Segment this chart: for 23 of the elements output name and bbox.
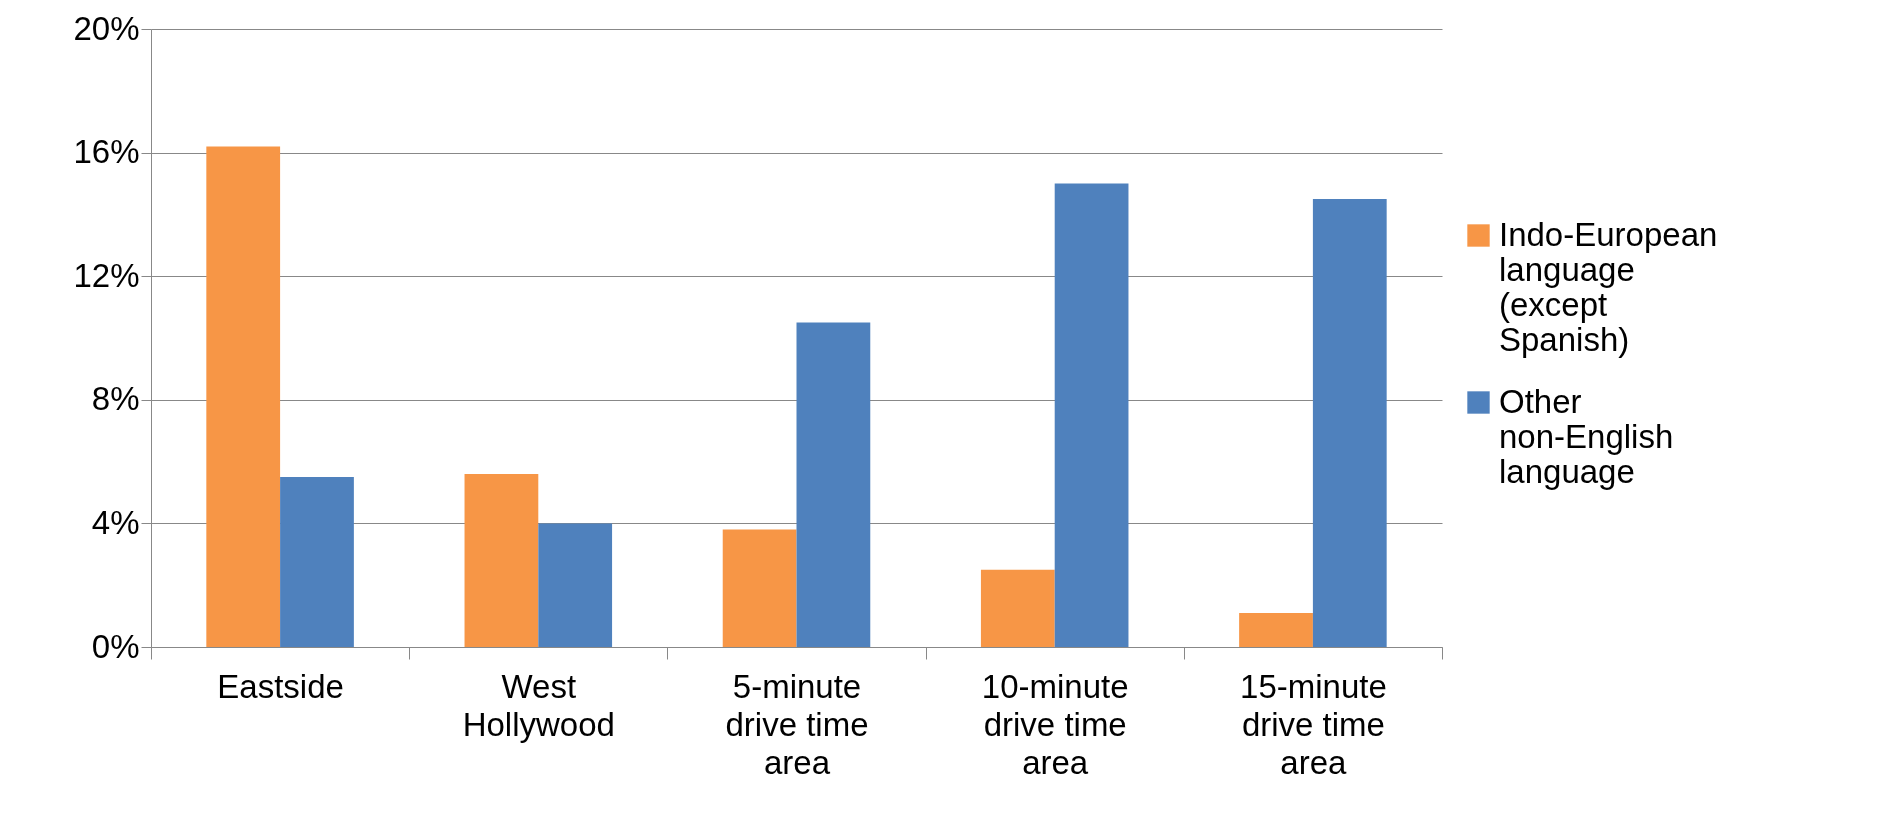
bar bbox=[206, 146, 281, 647]
bar bbox=[538, 523, 613, 647]
bar bbox=[1054, 183, 1129, 647]
bar bbox=[280, 477, 354, 647]
x-tick-label: 10-minute drive time area bbox=[981, 667, 1129, 781]
y-tick-label: 8% bbox=[91, 380, 140, 418]
y-tick-label: 20% bbox=[73, 9, 140, 47]
x-tick-label: 5-minute drive time area bbox=[725, 667, 869, 781]
y-tick-label: 12% bbox=[73, 256, 140, 294]
bar bbox=[464, 473, 539, 647]
bar bbox=[796, 322, 871, 647]
x-tick-label: Eastside bbox=[217, 667, 344, 705]
x-tick-label: West Hollywood bbox=[462, 667, 615, 743]
bar bbox=[980, 569, 1055, 647]
y-tick-label: 0% bbox=[91, 627, 140, 665]
bar bbox=[1312, 198, 1387, 647]
legend-label: Other non-English language bbox=[1499, 382, 1674, 490]
y-tick-label: 16% bbox=[73, 133, 140, 171]
legend-label: Indo-European language (except Spanish) bbox=[1499, 215, 1718, 358]
y-tick-label: 4% bbox=[91, 503, 140, 541]
bar bbox=[722, 529, 797, 647]
x-tick-label: 15-minute drive time area bbox=[1240, 667, 1387, 781]
bar bbox=[1239, 613, 1313, 647]
